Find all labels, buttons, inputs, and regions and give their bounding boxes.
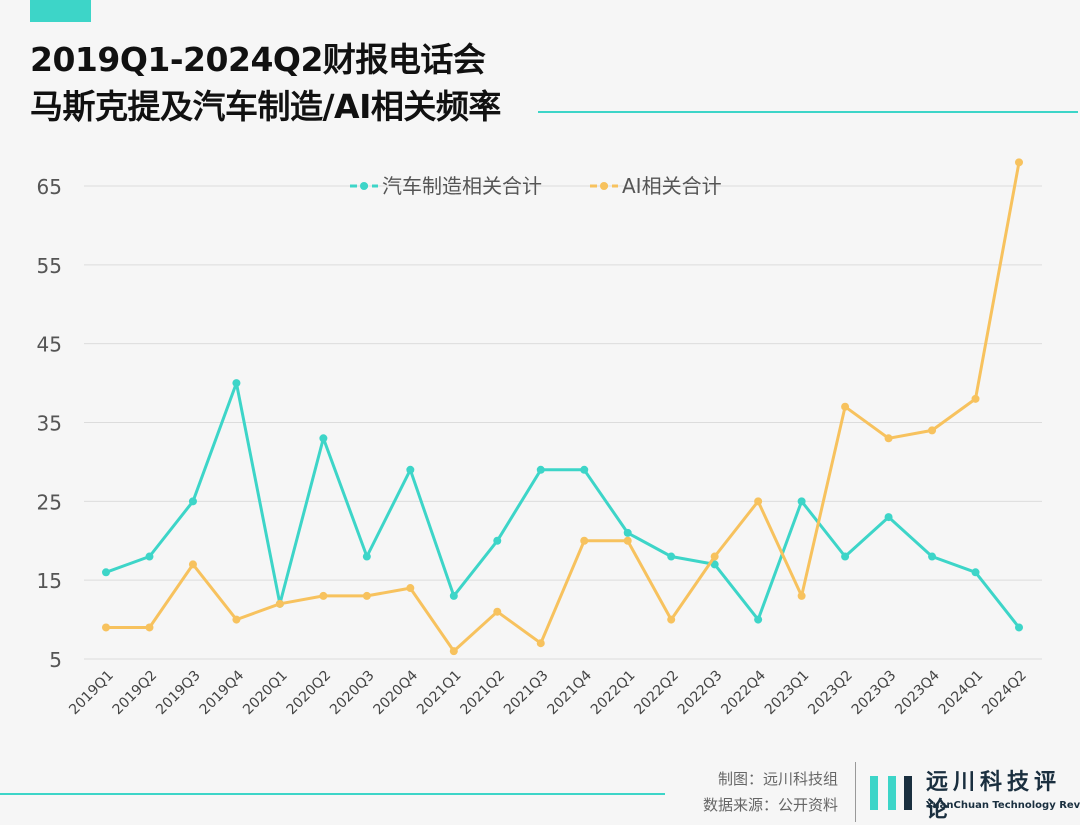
- data-point: [449, 647, 458, 656]
- data-point: [623, 528, 632, 537]
- y-tick-label: 65: [37, 175, 62, 199]
- data-point: [667, 615, 676, 624]
- data-point: [493, 607, 502, 616]
- data-point: [232, 379, 241, 388]
- logo-name-en: YuanChuan Technology Review: [926, 800, 1080, 811]
- x-tick-label: 2024Q1: [936, 668, 987, 719]
- x-tick-label: 2022Q3: [675, 668, 726, 719]
- data-point: [928, 426, 937, 435]
- data-point: [145, 623, 154, 632]
- data-point: [971, 568, 980, 577]
- y-tick-label: 35: [37, 412, 62, 436]
- footer-rule: [0, 793, 665, 795]
- data-point: [406, 465, 415, 474]
- x-tick-label: 2022Q2: [631, 668, 682, 719]
- x-tick-label: 2019Q3: [153, 668, 204, 719]
- data-point: [623, 536, 632, 545]
- header-accent-block: [30, 0, 91, 22]
- data-point: [536, 639, 545, 648]
- title-line-1: 2019Q1-2024Q2财报电话会: [30, 40, 486, 79]
- data-point: [841, 552, 850, 561]
- legend-label: 汽车制造相关合计: [382, 174, 542, 198]
- x-tick-label: 2019Q2: [110, 668, 161, 719]
- legend-marker: [360, 182, 368, 190]
- x-tick-label: 2021Q4: [544, 667, 595, 718]
- title-line-2: 马斯克提及汽车制造/AI相关频率: [30, 87, 501, 126]
- x-tick-label: 2020Q4: [371, 667, 422, 718]
- data-point: [841, 402, 850, 411]
- x-tick-label: 2021Q1: [414, 668, 465, 719]
- footer-divider: [855, 762, 856, 822]
- data-point: [580, 465, 589, 474]
- data-point: [971, 394, 980, 403]
- x-tick-label: 2020Q3: [327, 668, 378, 719]
- logo-icon: [870, 776, 912, 810]
- data-point: [188, 497, 197, 506]
- data-point: [102, 568, 110, 577]
- data-point: [275, 599, 284, 608]
- x-tick-label: 2022Q4: [718, 667, 769, 718]
- y-tick-label: 5: [49, 648, 62, 672]
- source-label: 数据来源：公开资料: [702, 796, 838, 814]
- data-point: [884, 513, 893, 522]
- data-point: [797, 591, 806, 600]
- x-tick-label: 2020Q1: [240, 668, 291, 719]
- y-tick-label: 25: [37, 490, 62, 514]
- data-point: [754, 497, 763, 506]
- x-tick-label: 2023Q4: [892, 667, 943, 718]
- data-point: [667, 552, 676, 561]
- series-line: [106, 162, 1021, 653]
- y-tick-label: 55: [37, 254, 62, 278]
- y-tick-label: 45: [37, 333, 62, 357]
- title-underline: [538, 111, 1078, 113]
- chart-title: 2019Q1-2024Q2财报电话会 马斯克提及汽车制造/AI相关频率: [30, 36, 501, 130]
- data-point: [362, 552, 371, 561]
- legend-label: AI相关合计: [622, 174, 722, 198]
- data-point: [928, 552, 937, 561]
- data-point: [710, 560, 719, 569]
- line-chart: 51525354555652019Q12019Q22019Q32019Q4202…: [37, 158, 1042, 719]
- data-point: [362, 591, 371, 600]
- data-point: [145, 552, 154, 561]
- data-point: [493, 536, 502, 545]
- x-tick-label: 2023Q2: [805, 668, 856, 719]
- data-point: [406, 584, 415, 593]
- data-point: [319, 591, 328, 600]
- x-tick-label: 2023Q3: [849, 668, 900, 719]
- x-tick-label: 2020Q2: [284, 668, 335, 719]
- data-point: [580, 536, 589, 545]
- x-tick-label: 2019Q4: [197, 667, 248, 718]
- data-point: [319, 434, 328, 443]
- data-point: [1015, 158, 1023, 167]
- legend-marker: [600, 182, 608, 190]
- data-point: [710, 552, 719, 561]
- data-point: [1015, 623, 1023, 632]
- data-point: [797, 497, 806, 506]
- data-point: [449, 591, 458, 600]
- x-tick-label: 2019Q1: [66, 668, 117, 719]
- data-point: [102, 623, 110, 632]
- x-tick-label: 2021Q3: [501, 668, 552, 719]
- series-line: [105, 381, 1021, 629]
- data-point: [754, 615, 763, 624]
- logo-name-cn: 远川科技评论: [926, 770, 1062, 823]
- x-tick-label: 2023Q1: [762, 668, 813, 719]
- y-tick-label: 15: [37, 569, 62, 593]
- data-point: [536, 465, 545, 474]
- data-point: [884, 434, 893, 443]
- credits: 制图：远川科技组 数据来源：公开资料: [703, 766, 838, 818]
- x-tick-label: 2021Q2: [458, 668, 509, 719]
- made-by-label: 制图：远川科技组: [717, 770, 838, 788]
- data-point: [232, 615, 241, 624]
- x-tick-label: 2022Q1: [588, 668, 639, 719]
- x-tick-label: 2024Q2: [979, 668, 1030, 719]
- data-point: [188, 560, 197, 569]
